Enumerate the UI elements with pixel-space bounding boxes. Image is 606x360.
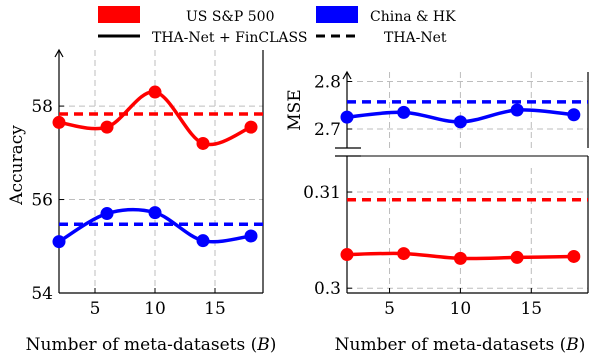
accuracy-series-2-point-4 xyxy=(244,229,258,243)
mse-series-2-point-1 xyxy=(397,247,411,261)
accuracy-series-0-point-2 xyxy=(148,85,162,99)
mse-lower-ytick-label-0: 0.3 xyxy=(314,279,341,299)
mse-chart: MSE Number of meta-datasets (B) 2.7 2.8 0.… xyxy=(285,70,589,355)
accuracy-series-0-point-1 xyxy=(100,120,114,134)
accuracy-series-2-point-2 xyxy=(148,206,162,220)
accuracy-y-label: Accuracy xyxy=(7,125,27,206)
accuracy-series-2-point-0 xyxy=(52,235,66,249)
mse-upper-ytick-label-1: 2.8 xyxy=(314,73,341,93)
accuracy-series-0-point-3 xyxy=(196,136,210,150)
mse-series-2-point-4 xyxy=(567,249,581,263)
accuracy-xtick-label-1: 10 xyxy=(144,299,166,319)
legend-label-solid: THA-Net + FinCLASS xyxy=(152,30,307,46)
accuracy-chart: Accuracy Number of meta-datasets (B) 54 5… xyxy=(7,48,277,355)
mse-xtick-label-0: 5 xyxy=(384,299,395,319)
accuracy-axis-arrow xyxy=(54,48,64,58)
mse-axis-arrow xyxy=(342,70,352,80)
mse-xtick-label-2: 15 xyxy=(520,299,542,319)
mse-series-2-point-0 xyxy=(340,248,354,262)
accuracy-series-0-solid-line xyxy=(58,90,252,147)
mse-series-2-point-2 xyxy=(453,251,467,265)
legend-label-dashed: THA-Net xyxy=(384,30,447,46)
mse-series-2-point-3 xyxy=(510,250,524,264)
legend-label-us: US S&P 500 xyxy=(186,9,274,25)
mse-upper-ytick-label-0: 2.7 xyxy=(314,120,341,140)
mse-y-label: MSE xyxy=(285,89,305,130)
legend-label-china: China & HK xyxy=(370,9,456,25)
mse-series-0-point-3 xyxy=(510,103,524,117)
accuracy-series-2-point-1 xyxy=(100,207,114,221)
accuracy-xtick-label-2: 15 xyxy=(204,299,226,319)
mse-series-0-point-0 xyxy=(340,110,354,124)
accuracy-ytick-label-1: 56 xyxy=(31,191,53,211)
mse-series-0-point-4 xyxy=(567,108,581,122)
mse-lower-ytick-label-1: 0.31 xyxy=(303,183,341,203)
accuracy-series-2-point-3 xyxy=(196,234,210,248)
accuracy-ytick-label-2: 58 xyxy=(31,97,53,117)
mse-series-0-point-1 xyxy=(397,105,411,119)
legend-swatch-us xyxy=(98,6,140,23)
mse-xtick-label-1: 10 xyxy=(450,299,472,319)
legend: US S&P 500 China & HK THA-Net + FinCLASS… xyxy=(98,6,456,46)
legend-swatch-china xyxy=(316,6,358,23)
mse-x-label: Number of meta-datasets (B) xyxy=(335,335,586,355)
accuracy-series-0-point-4 xyxy=(244,120,258,134)
accuracy-ytick-label-0: 54 xyxy=(31,284,53,304)
accuracy-x-label: Number of meta-datasets (B) xyxy=(26,335,277,355)
accuracy-xtick-label-0: 5 xyxy=(90,299,101,319)
accuracy-series-0-point-0 xyxy=(52,115,66,129)
mse-series-0-point-2 xyxy=(453,115,467,129)
